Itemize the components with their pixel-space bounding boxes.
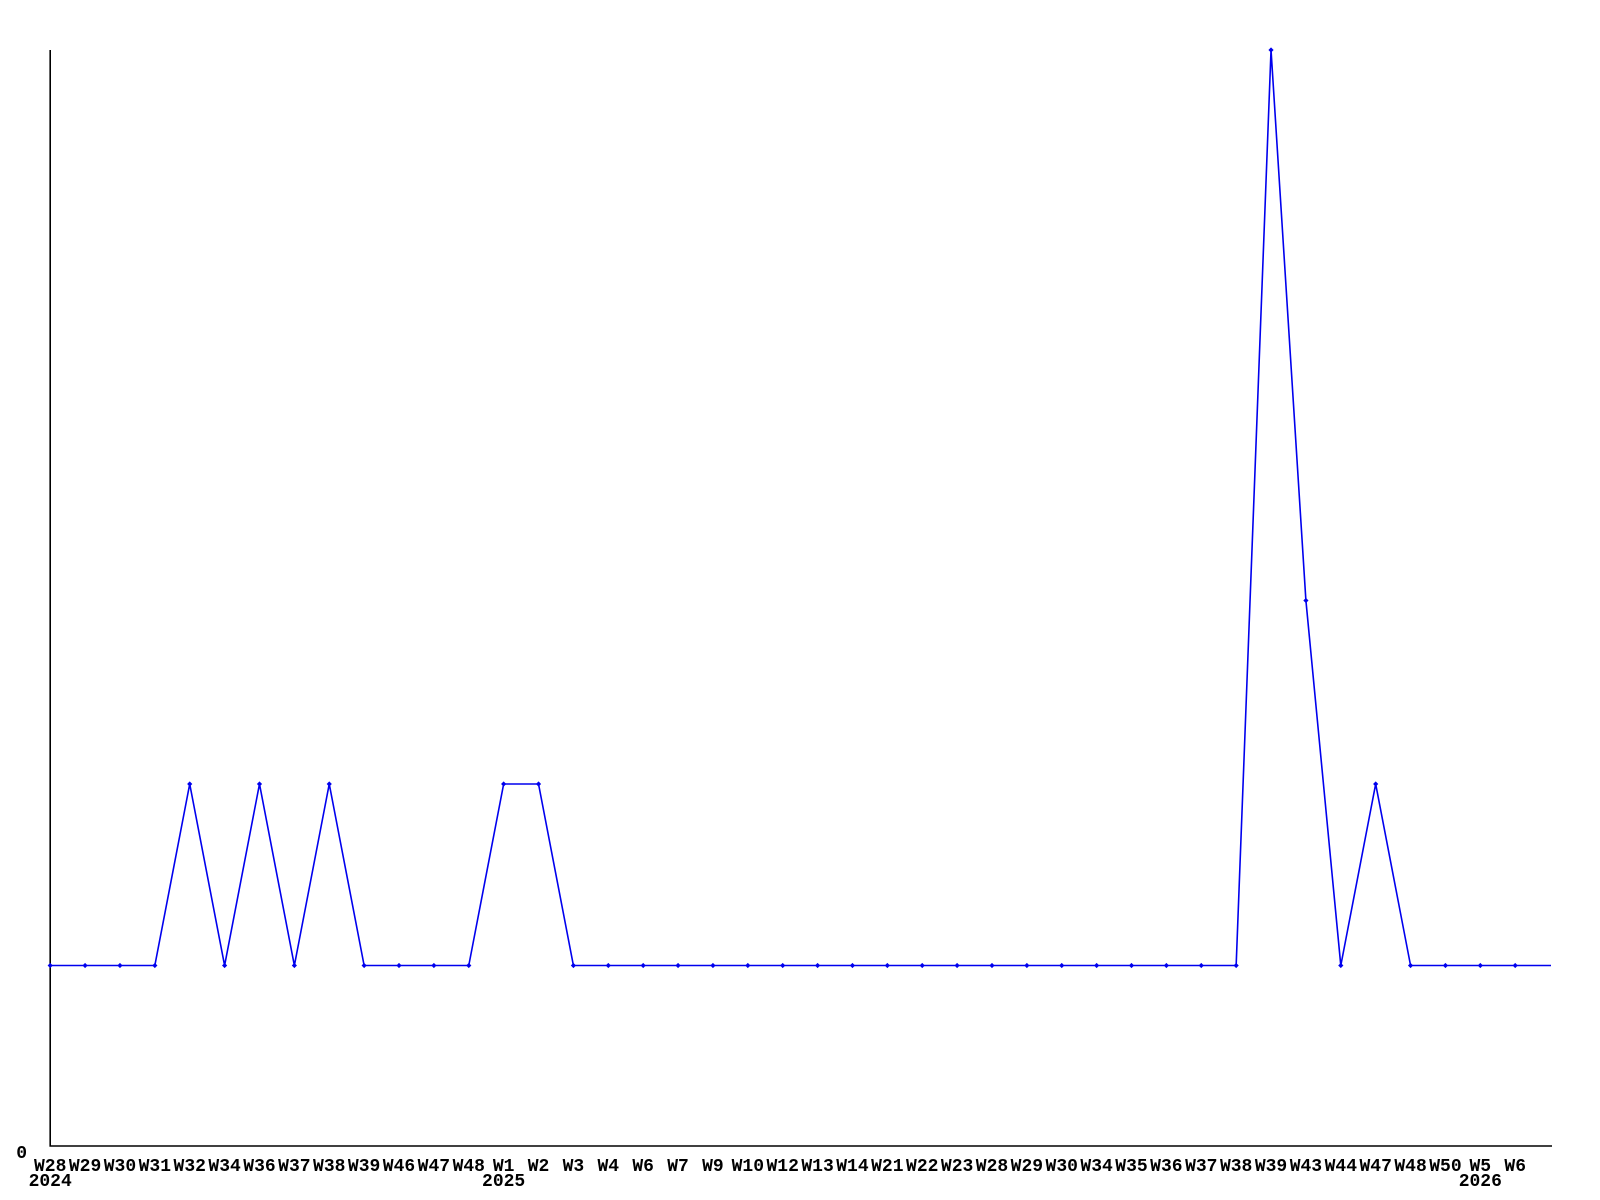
svg-text:W38: W38 — [313, 1157, 345, 1177]
svg-text:W36: W36 — [243, 1157, 275, 1177]
svg-text:W29: W29 — [1011, 1157, 1043, 1177]
svg-text:W22: W22 — [906, 1157, 938, 1177]
svg-text:W50: W50 — [1429, 1157, 1461, 1177]
svg-text:W38: W38 — [1220, 1157, 1252, 1177]
svg-text:W3: W3 — [563, 1157, 585, 1177]
svg-text:W12: W12 — [766, 1157, 798, 1177]
svg-text:W48: W48 — [453, 1157, 485, 1177]
svg-text:W10: W10 — [732, 1157, 764, 1177]
svg-text:W31: W31 — [139, 1157, 172, 1177]
svg-text:W34: W34 — [1080, 1157, 1113, 1177]
svg-text:W14: W14 — [836, 1157, 869, 1177]
svg-text:W47: W47 — [1359, 1157, 1391, 1177]
svg-text:W46: W46 — [383, 1157, 415, 1177]
svg-text:W32: W32 — [174, 1157, 206, 1177]
svg-text:2025: 2025 — [482, 1172, 525, 1192]
svg-text:W6: W6 — [1504, 1157, 1526, 1177]
svg-text:W36: W36 — [1150, 1157, 1182, 1177]
svg-text:2024: 2024 — [29, 1172, 72, 1192]
svg-text:W4: W4 — [597, 1157, 619, 1177]
svg-text:W39: W39 — [1255, 1157, 1287, 1177]
svg-text:W9: W9 — [702, 1157, 724, 1177]
svg-text:W28: W28 — [976, 1157, 1008, 1177]
svg-text:2026: 2026 — [1459, 1172, 1502, 1192]
svg-text:W37: W37 — [1185, 1157, 1217, 1177]
svg-text:W13: W13 — [801, 1157, 833, 1177]
svg-text:W2: W2 — [528, 1157, 550, 1177]
svg-text:W30: W30 — [104, 1157, 136, 1177]
svg-text:W39: W39 — [348, 1157, 380, 1177]
svg-text:W6: W6 — [632, 1157, 654, 1177]
svg-text:W37: W37 — [278, 1157, 310, 1177]
svg-text:W7: W7 — [667, 1157, 689, 1177]
svg-text:W30: W30 — [1046, 1157, 1078, 1177]
svg-text:W47: W47 — [418, 1157, 450, 1177]
svg-text:W29: W29 — [69, 1157, 101, 1177]
svg-text:W44: W44 — [1325, 1157, 1358, 1177]
svg-text:W23: W23 — [941, 1157, 973, 1177]
svg-text:0: 0 — [16, 1144, 27, 1164]
svg-text:W48: W48 — [1394, 1157, 1426, 1177]
svg-text:W34: W34 — [208, 1157, 241, 1177]
svg-text:W35: W35 — [1115, 1157, 1147, 1177]
svg-text:W43: W43 — [1290, 1157, 1322, 1177]
svg-text:W21: W21 — [871, 1157, 904, 1177]
